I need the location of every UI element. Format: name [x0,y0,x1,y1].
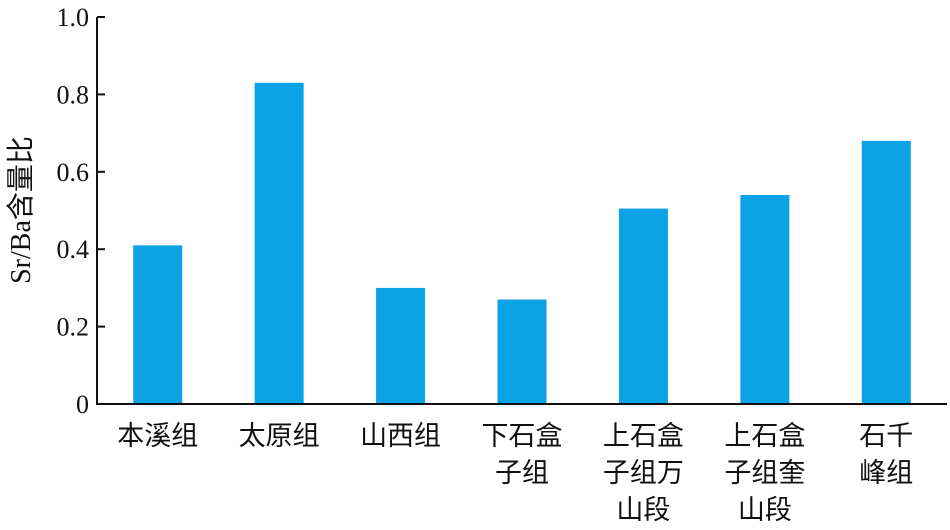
bars [133,82,911,404]
y-tick-label-1: 0.2 [57,313,90,342]
x-category-label-0: 本溪组 [117,421,198,452]
bar-1 [254,82,304,404]
x-category-label-5-line-2: 山段 [738,495,792,526]
y-tick-label-0: 0 [76,390,89,419]
x-category-label-2: 山西组 [360,421,441,452]
bar-4 [618,208,668,404]
x-category-label-2-line-0: 山西组 [360,421,441,452]
x-category-label-3-line-1: 子组 [495,458,549,489]
x-category-label-4-line-1: 子组万 [603,458,684,489]
x-category-label-1: 太原组 [239,421,320,452]
bar-0 [133,245,183,404]
y-tick-label-4: 0.8 [57,80,90,109]
axes [96,17,947,405]
x-category-label-6: 石千峰组 [859,421,913,489]
x-category-label-4: 上石盒子组万山段 [603,421,684,526]
y-tick-label-3: 0.6 [57,158,90,187]
x-category-label-6-line-0: 石千 [859,421,913,452]
y-axis-title: Sr/Ba含量比 [5,136,37,284]
x-category-label-4-line-0: 上石盒 [603,421,684,452]
bar-5 [740,195,790,404]
x-category-label-0-line-0: 本溪组 [117,421,198,452]
x-category-label-6-line-1: 峰组 [859,458,913,489]
x-category-label-1-line-0: 太原组 [239,421,320,452]
x-category-label-3: 下石盒子组 [482,421,563,489]
y-ticks: 0 0.2 0.4 0.6 0.8 1.0 [57,3,105,419]
bar-6 [861,140,911,404]
x-category-label-5-line-1: 子组奎 [724,458,805,489]
x-category-label-3-line-0: 下石盒 [482,421,563,452]
y-tick-label-2: 0.4 [57,235,90,264]
bar-2 [376,287,426,404]
x-category-label-5: 上石盒子组奎山段 [724,421,805,526]
bar-3 [497,299,547,404]
y-axis-title-group: Sr/Ba含量比 [5,136,37,284]
x-category-label-5-line-0: 上石盒 [724,421,805,452]
y-tick-label-5: 1.0 [57,3,90,32]
x-category-label-4-line-2: 山段 [616,495,670,526]
